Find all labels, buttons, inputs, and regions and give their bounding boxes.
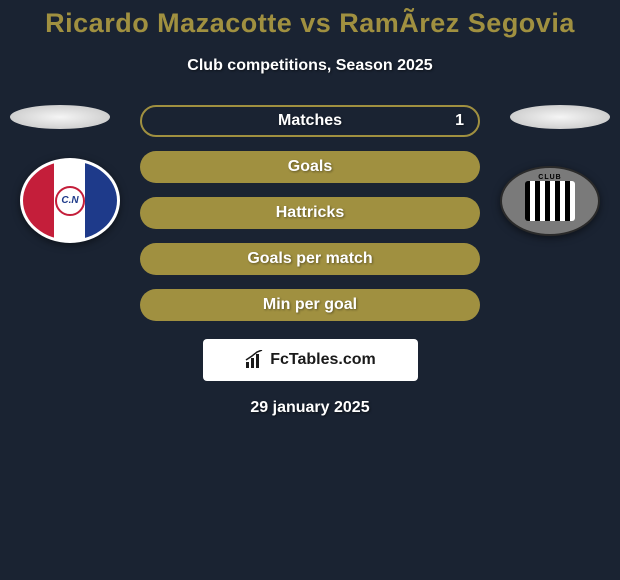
date-text: 29 january 2025: [250, 399, 369, 417]
player-badge-left: [10, 105, 110, 129]
libertad-text: CLUB: [538, 174, 561, 181]
stat-bar-goals-per-match: Goals per match: [140, 243, 480, 275]
logo-box: FcTables.com: [203, 339, 418, 381]
player-badge-right: [510, 105, 610, 129]
stat-label-hattricks: Hattricks: [276, 204, 344, 222]
stat-bar-hattricks: Hattricks: [140, 197, 480, 229]
libertad-stripes-icon: [525, 181, 575, 221]
stat-label-min-per-goal: Min per goal: [263, 296, 357, 314]
stat-label-matches: Matches: [278, 112, 342, 130]
stat-value-matches-right: 1: [455, 112, 464, 130]
libertad-badge-icon: CLUB: [500, 166, 600, 236]
stat-bar-min-per-goal: Min per goal: [140, 289, 480, 321]
stat-label-goals: Goals: [288, 158, 332, 176]
content-row: C.N CLUB Matches 1 Goals Hattricks Goals…: [0, 105, 620, 321]
club-badge-left: C.N: [20, 158, 120, 243]
club-badge-right: CLUB: [500, 158, 600, 243]
nacional-badge-icon: C.N: [20, 158, 120, 243]
logo-text: FcTables.com: [270, 351, 376, 369]
comparison-subtitle: Club competitions, Season 2025: [187, 57, 432, 75]
stat-bar-goals: Goals: [140, 151, 480, 183]
comparison-container: Ricardo Mazacotte vs RamÃ­rez Segovia Cl…: [0, 0, 620, 417]
stat-label-goals-per-match: Goals per match: [247, 250, 372, 268]
comparison-title: Ricardo Mazacotte vs RamÃ­rez Segovia: [45, 8, 575, 39]
stats-column: Matches 1 Goals Hattricks Goals per matc…: [140, 105, 480, 321]
stat-bar-matches: Matches 1: [140, 105, 480, 137]
nacional-initials: C.N: [55, 186, 85, 216]
fctables-chart-icon: [244, 350, 264, 370]
